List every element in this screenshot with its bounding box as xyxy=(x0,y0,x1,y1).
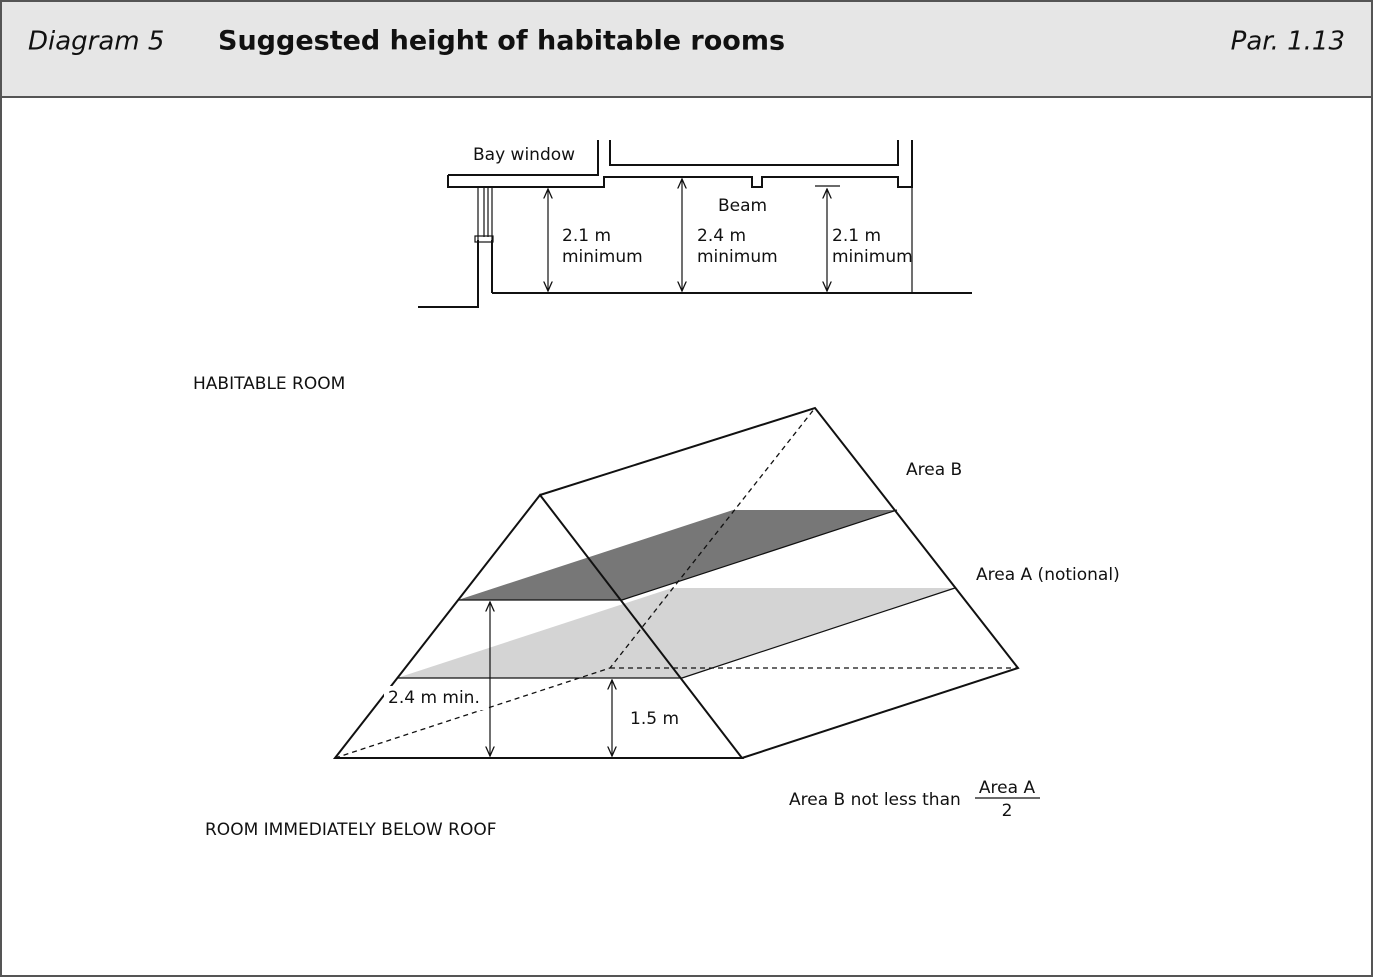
height-upper-label: 2.4 m min. xyxy=(388,688,480,708)
dimension-height: 2.1 m xyxy=(832,226,881,246)
beam-label: Beam xyxy=(718,196,767,216)
section-caption: HABITABLE ROOM xyxy=(193,374,345,394)
height-lower-label: 1.5 m xyxy=(630,709,679,729)
rule-text: Area B not less than xyxy=(789,790,961,810)
rule-denominator: 2 xyxy=(1002,801,1013,821)
roof-drawing xyxy=(332,406,1040,799)
diagram-title: Suggested height of habitable rooms xyxy=(218,26,785,57)
dimension-height: 2.1 m xyxy=(562,226,611,246)
diagram-label: Diagram 5 xyxy=(28,27,164,57)
roof-caption: ROOM IMMEDIATELY BELOW ROOF xyxy=(205,820,497,840)
area-b-label: Area B xyxy=(906,460,962,480)
dimension-note: minimum xyxy=(562,247,643,267)
header-band xyxy=(0,0,1373,98)
bay-window-label: Bay window xyxy=(473,145,575,165)
section-drawing xyxy=(418,140,972,308)
dimension-note: minimum xyxy=(697,247,778,267)
dimension-height: 2.4 m xyxy=(697,226,746,246)
reference: Par. 1.13 xyxy=(1231,27,1345,57)
area-a-label: Area A (notional) xyxy=(976,565,1120,585)
dimension-note: minimum xyxy=(832,247,913,267)
rule-numerator: Area A xyxy=(979,778,1036,798)
